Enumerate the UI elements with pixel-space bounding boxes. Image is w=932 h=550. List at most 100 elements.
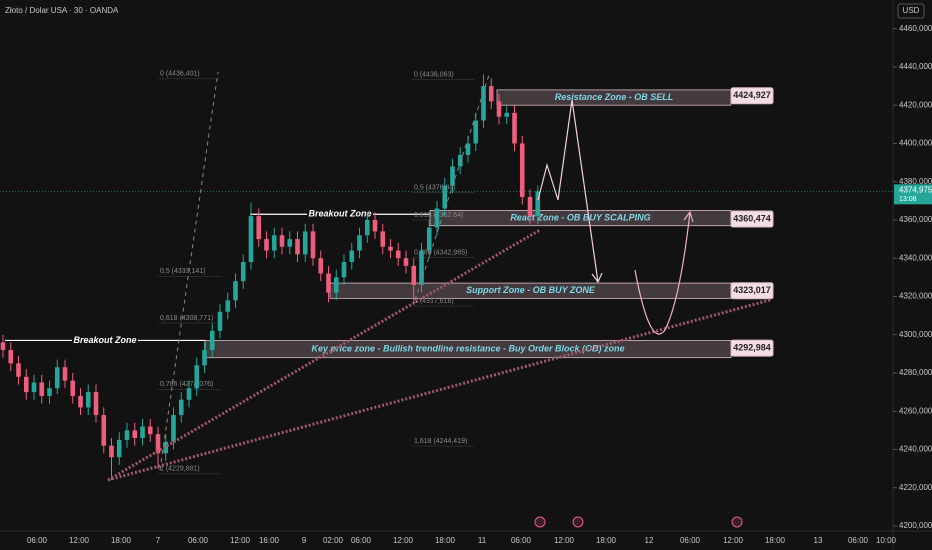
candle-body xyxy=(8,350,14,364)
candle-body xyxy=(450,166,455,186)
candle-body xyxy=(535,191,541,217)
candle-body xyxy=(140,426,145,439)
chart-title: Złoto / Dolar USA · 30 · OANDA xyxy=(5,6,119,15)
x-tick-label: 06:00 xyxy=(351,536,372,545)
candle-body xyxy=(78,395,83,408)
event-icon[interactable] xyxy=(731,516,743,528)
x-tick-label: 06:00 xyxy=(680,536,701,545)
arrow-head xyxy=(591,272,603,284)
price-tag xyxy=(730,210,774,228)
candle-body xyxy=(186,388,192,400)
candle-body xyxy=(364,219,370,236)
event-icon[interactable] xyxy=(534,516,546,528)
price-tag-label: 4424,927 xyxy=(733,90,771,100)
fib-label: 1 (4229,881) xyxy=(160,466,200,473)
candle-body xyxy=(0,342,6,351)
candle-body xyxy=(101,415,107,446)
fib-label: 0,786 (4342,965) xyxy=(414,249,467,256)
candle-body xyxy=(109,445,114,458)
candle-body xyxy=(488,86,494,102)
y-tick-label: 4200,000 xyxy=(899,521,932,530)
candle-body xyxy=(132,430,138,439)
candle-body xyxy=(512,112,517,144)
x-tick-label: 18:00 xyxy=(596,536,617,545)
event-icon[interactable] xyxy=(572,516,584,528)
candle-body xyxy=(372,219,378,232)
y-tick-label: 4380,000 xyxy=(899,177,932,186)
candle-body xyxy=(62,367,68,381)
candle-body xyxy=(349,250,355,263)
candle-body xyxy=(465,143,471,155)
candle-body xyxy=(473,120,479,144)
candle-body xyxy=(209,330,215,351)
fib-label: 0 (4436,401) xyxy=(160,71,200,78)
candle-body xyxy=(388,246,393,251)
price-tag-label: 4292,984 xyxy=(733,343,771,353)
candle-body xyxy=(264,239,269,251)
y-tick-label: 4340,000 xyxy=(899,253,932,262)
last-price-tag xyxy=(894,184,932,205)
currency-box xyxy=(897,3,925,19)
candle-body xyxy=(31,382,37,393)
countdown: 13:08 xyxy=(899,196,917,203)
price-tag-label: 4323,017 xyxy=(733,285,771,295)
fib-label: 0,618 (4308,771) xyxy=(160,315,213,322)
candle-body xyxy=(47,388,52,396)
projection-path xyxy=(537,99,599,283)
y-tick-label: 4300,000 xyxy=(899,330,932,339)
candle-body xyxy=(171,415,176,442)
candle-body xyxy=(426,227,432,251)
candle-body xyxy=(504,112,510,117)
x-tick-label: 16:00 xyxy=(259,536,280,545)
candle-body xyxy=(16,363,21,377)
candle-body xyxy=(457,154,463,167)
fib-label: 1 (4317,616) xyxy=(414,298,454,305)
projection-path xyxy=(634,211,691,335)
candle-body xyxy=(147,426,153,435)
candle-body xyxy=(194,365,200,389)
candle-body xyxy=(496,101,502,117)
x-tick-label: 7 xyxy=(156,536,161,545)
candle-body xyxy=(163,441,169,454)
candle-body xyxy=(333,277,339,293)
candle-body xyxy=(116,439,122,458)
y-tick-label: 4420,000 xyxy=(899,100,932,109)
fib-label: 0,5 (4376,84) xyxy=(414,185,456,192)
candle-body xyxy=(341,262,347,278)
candle-body xyxy=(54,367,60,389)
x-tick-label: 12 xyxy=(645,536,654,545)
candle-body xyxy=(411,265,417,285)
x-tick-label: 18:00 xyxy=(765,536,786,545)
candle-body xyxy=(481,86,486,121)
candle-body xyxy=(217,311,223,331)
y-tick-label: 4220,000 xyxy=(899,483,932,492)
x-tick-label: 12:00 xyxy=(69,536,90,545)
candle-body xyxy=(310,231,316,259)
candle-body xyxy=(240,262,246,282)
price-tag xyxy=(730,87,774,105)
y-tick-label: 4440,000 xyxy=(899,62,932,71)
y-tick-label: 4320,000 xyxy=(899,292,932,301)
candle-body xyxy=(124,430,130,440)
candle-body xyxy=(302,231,308,255)
y-tick-label: 4260,000 xyxy=(899,406,932,415)
fib-label: 1,618 (4244,419) xyxy=(414,438,467,445)
drawings xyxy=(107,71,771,528)
candle-body xyxy=(380,231,386,247)
x-tick-label: 06:00 xyxy=(848,536,869,545)
candle-body xyxy=(434,208,440,228)
price-tag xyxy=(730,339,774,357)
candle-body xyxy=(70,380,76,396)
fib-label: 0 (4436,063) xyxy=(414,71,454,78)
fib-trend xyxy=(159,71,219,471)
y-tick-label: 4460,000 xyxy=(899,24,932,33)
candle-body xyxy=(318,258,324,274)
candle-body xyxy=(225,300,231,312)
x-tick-label: 02:00 xyxy=(323,536,344,545)
y-tick-label: 4400,000 xyxy=(899,139,932,148)
candle-body xyxy=(419,250,424,285)
currency: USD xyxy=(903,6,920,15)
candle-body xyxy=(527,197,533,217)
